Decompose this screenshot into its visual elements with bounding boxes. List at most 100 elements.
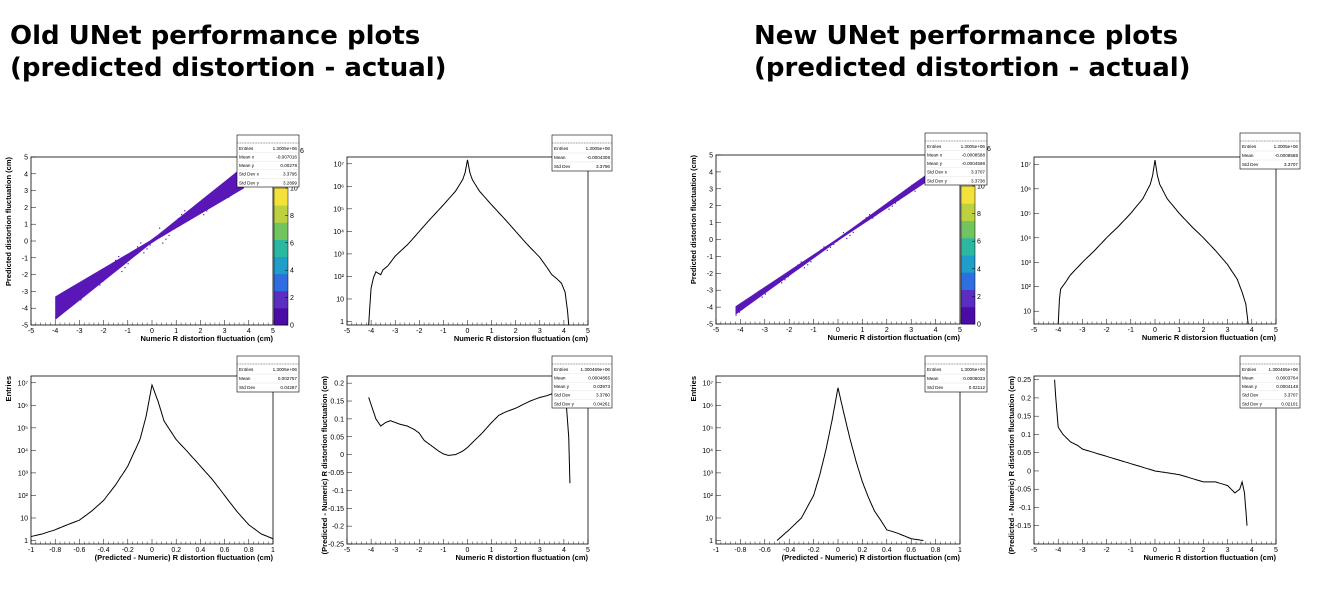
scatter-point: [114, 259, 117, 262]
x-axis-label: (Predicted - Numeric) R distortion fluct…: [95, 553, 274, 562]
y-tick-label: 0.25: [1017, 377, 1031, 384]
scatter-point: [813, 255, 815, 257]
x-tick-label: 3: [1226, 327, 1230, 334]
y-tick-label: 10: [1023, 309, 1031, 316]
x-tick-label: -0.8: [49, 547, 61, 554]
scatter-point: [862, 220, 864, 222]
y-tick-label: 2: [24, 205, 28, 212]
scatter-point: [74, 288, 76, 290]
x-tick-label: -0.4: [98, 547, 110, 554]
stats-value: -0.0008588: [1275, 153, 1299, 158]
stats-key: Mean y: [927, 161, 943, 166]
x-tick-label: 2: [1201, 327, 1205, 334]
series-line: [368, 159, 570, 326]
y-tick-label: 10: [705, 515, 713, 522]
scatter-point: [187, 219, 189, 222]
x-tick-label: 0: [150, 547, 154, 554]
x-tick-label: -2: [786, 327, 792, 334]
x-tick-label: -0.6: [759, 547, 771, 554]
y-tick-label: 0: [24, 239, 28, 246]
y-tick-label: 1: [24, 222, 28, 229]
y-tick-label: 10⁵: [1020, 211, 1031, 218]
stats-value: 0.002757: [278, 376, 298, 381]
x-tick-label: -4: [52, 328, 58, 335]
scatter-point: [218, 189, 220, 191]
colorbar-exponent: 6: [987, 146, 991, 153]
colorbar-segment: [274, 307, 288, 326]
x-tick-label: 2: [1201, 547, 1205, 554]
stats-value: 1.300469e+06: [580, 367, 610, 372]
colorbar-segment: [274, 239, 288, 257]
x-tick-label: 3: [538, 547, 542, 554]
x-tick-label: 2: [885, 327, 889, 334]
stats-key: Std Dev: [927, 385, 944, 390]
scatter-point: [745, 305, 747, 307]
scatter-point: [99, 284, 101, 286]
y-tick-label: 5: [709, 153, 713, 160]
stats-key: Std Dev y: [927, 178, 948, 183]
scatter-point: [842, 232, 845, 234]
chart-new-1d-r: -5 -4 -3 -2 -1 0 1 2 3 4 5 10 10² 10³ 10⁴ 10⁵ 10⁶ 10⁷ Nume…: [1020, 132, 1301, 342]
x-tick-label: -4: [1055, 327, 1061, 334]
scatter-point: [751, 296, 753, 298]
y-tick-label: 0: [340, 452, 344, 459]
y-tick-label: 10²: [18, 493, 29, 500]
scatter-point: [231, 187, 233, 189]
stats-value: 3.3707: [1284, 162, 1298, 167]
y-tick-label: 10³: [1021, 260, 1032, 267]
x-axis-label: Numeric R distortion fluctuation (cm): [827, 333, 960, 342]
colorbar-tick-label: 2: [290, 295, 294, 302]
y-tick-label: -4: [22, 306, 28, 313]
scatter-point: [816, 252, 819, 254]
scatter-point: [901, 193, 903, 196]
scatter-band: [735, 171, 931, 315]
x-tick-label: 0.2: [171, 547, 181, 554]
y-tick-label: 10⁷: [1021, 162, 1032, 169]
stats-key: Std Dev y: [554, 401, 575, 406]
stats-value: 0.0004865: [588, 376, 610, 381]
stats-box: Entries 1.3005e+06 Mean x -0.007016 Mean y 0.…: [236, 134, 300, 188]
y-tick-label: -5: [707, 322, 713, 329]
series-line: [776, 387, 924, 541]
y-tick-label: -0.2: [332, 524, 344, 531]
scatter-point: [193, 212, 195, 214]
x-tick-label: -2: [1103, 327, 1109, 334]
x-tick-label: 2: [198, 328, 202, 335]
stats-value: 3.3796: [596, 164, 610, 169]
x-tick-label: 5: [958, 327, 962, 334]
y-tick-label: -0.25: [328, 542, 344, 549]
x-tick-label: 1: [860, 327, 864, 334]
scatter-point: [77, 284, 79, 286]
scatter-point: [829, 246, 832, 248]
stats-key: Std Dev: [1242, 393, 1259, 398]
y-tick-label: 10⁵: [17, 425, 28, 432]
colorbar-segment: [961, 289, 975, 308]
scatter-point: [136, 246, 139, 248]
y-tick-label: 0: [709, 237, 713, 244]
colorbar-segment: [961, 203, 975, 221]
stats-key: Std Dev x: [239, 172, 260, 177]
y-tick-label: 3: [709, 186, 713, 193]
y-tick-label: 10⁴: [702, 448, 713, 455]
x-tick-label: 4: [1250, 327, 1254, 334]
scatter-point: [80, 299, 82, 301]
stats-key: Std Dev y: [239, 180, 260, 185]
plot-frame: [715, 375, 961, 545]
stats-key: Std Dev: [239, 385, 256, 390]
scatter-point: [852, 231, 854, 233]
scatter-point: [891, 205, 893, 207]
scatter-point: [777, 278, 780, 280]
new-unet-heading: New UNet performance plots (predicted di…: [754, 21, 1191, 83]
scatter-point: [121, 270, 123, 273]
stats-box: Entries 1.3005e+06 Mean -0.0008588 Std Dev 3.…: [1239, 132, 1301, 170]
x-tick-label: 0: [150, 328, 154, 335]
colorbar-segment: [274, 205, 288, 223]
scatter-point: [212, 202, 214, 204]
y-tick-label: -0.15: [328, 506, 344, 513]
x-axis-label: Numeric R distorsion fluctuation (cm): [1142, 333, 1277, 342]
y-tick-label: -0.1: [332, 488, 344, 495]
scatter-point: [787, 276, 789, 278]
chart-new-2d: 0 2 4 6 8 10 6 -5 -4 -3 -2 -1 0 1 2 3 4 5 -5 -4 -3 -2 -1 0 1 2 3 4 5…: [689, 132, 991, 342]
x-tick-label: -4: [368, 328, 374, 335]
scatter-point: [67, 301, 69, 303]
